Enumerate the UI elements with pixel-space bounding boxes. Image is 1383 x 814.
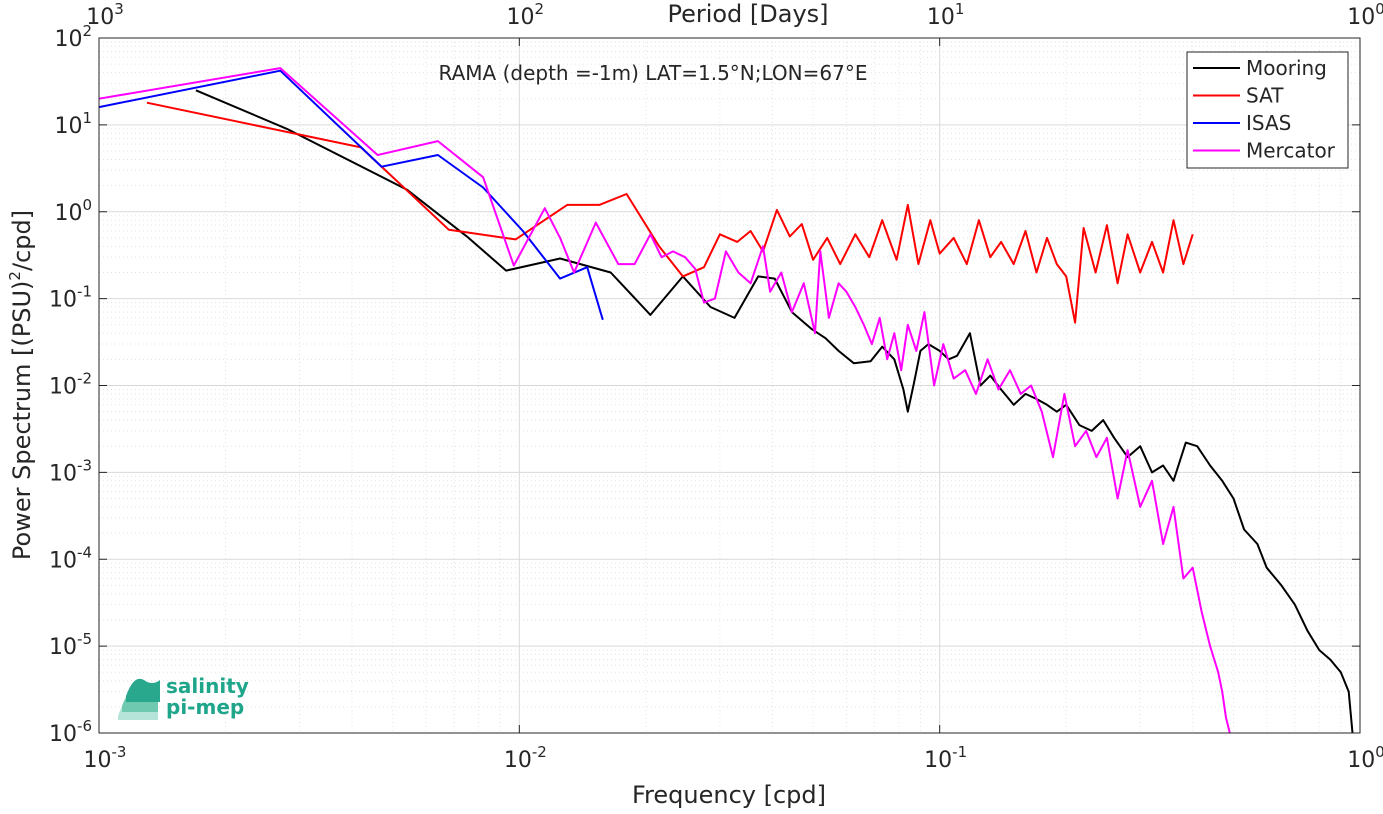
x-tick-label: 100	[1347, 743, 1383, 773]
x-tick-labels: 10-3 10-2 10-1 100	[84, 743, 1383, 773]
chart-title: RAMA (depth =-1m) LAT=1.5°N;LON=67°E	[439, 61, 868, 85]
legend-label-isas: ISAS	[1246, 111, 1291, 135]
y-axis-label: Power Spectrum [(PSU)2/cpd]	[6, 210, 36, 560]
y-tick-label: 100	[54, 196, 92, 226]
series-line-sat	[146, 101, 1194, 324]
top-tick-label: 100	[1347, 0, 1383, 30]
y-tick-label: 10-3	[49, 456, 92, 486]
y-tick-label: 10-5	[49, 630, 92, 660]
y-tick-label: 10-2	[49, 370, 92, 400]
x-tick-label: 10-3	[84, 743, 127, 773]
y-tick-labels: 102 101 100 10-1 10-2 10-3 10-4 10-5 10-6	[49, 22, 92, 747]
top-tick-label: 101	[927, 0, 965, 30]
legend-label-sat: SAT	[1246, 84, 1284, 108]
series-lines	[98, 67, 1354, 734]
top-axis-label: Period [Days]	[667, 0, 828, 28]
y-tick-label: 102	[54, 22, 92, 52]
y-tick-label: 101	[54, 109, 92, 139]
logo-text-pi-mep: pi-mep	[166, 695, 244, 719]
top-tick-label: 102	[507, 0, 545, 30]
logo-text-salinity: salinity	[166, 674, 249, 698]
legend-label-mooring: Mooring	[1246, 56, 1327, 80]
series-line-isas	[98, 69, 604, 321]
tick-marks	[98, 37, 1361, 734]
top-tick-label: 103	[86, 0, 124, 30]
y-tick-label: 10-6	[49, 717, 92, 747]
grid	[98, 37, 1361, 734]
top-tick-labels: 103 102 101 100	[86, 0, 1383, 30]
series-line-mercator	[98, 67, 1231, 734]
x-tick-label: 10-2	[504, 743, 547, 773]
legend: Mooring SAT ISAS Mercator	[1186, 51, 1349, 169]
salinity-pi-mep-logo: salinity pi-mep	[118, 674, 249, 720]
legend-label-mercator: Mercator	[1246, 139, 1336, 163]
logo-wave-icon	[118, 678, 160, 720]
y-tick-label: 10-1	[49, 283, 92, 313]
y-tick-label: 10-4	[49, 543, 92, 573]
x-axis-label: Frequency [cpd]	[632, 781, 826, 809]
x-tick-label: 10-1	[924, 743, 967, 773]
legend-box	[1186, 51, 1349, 169]
